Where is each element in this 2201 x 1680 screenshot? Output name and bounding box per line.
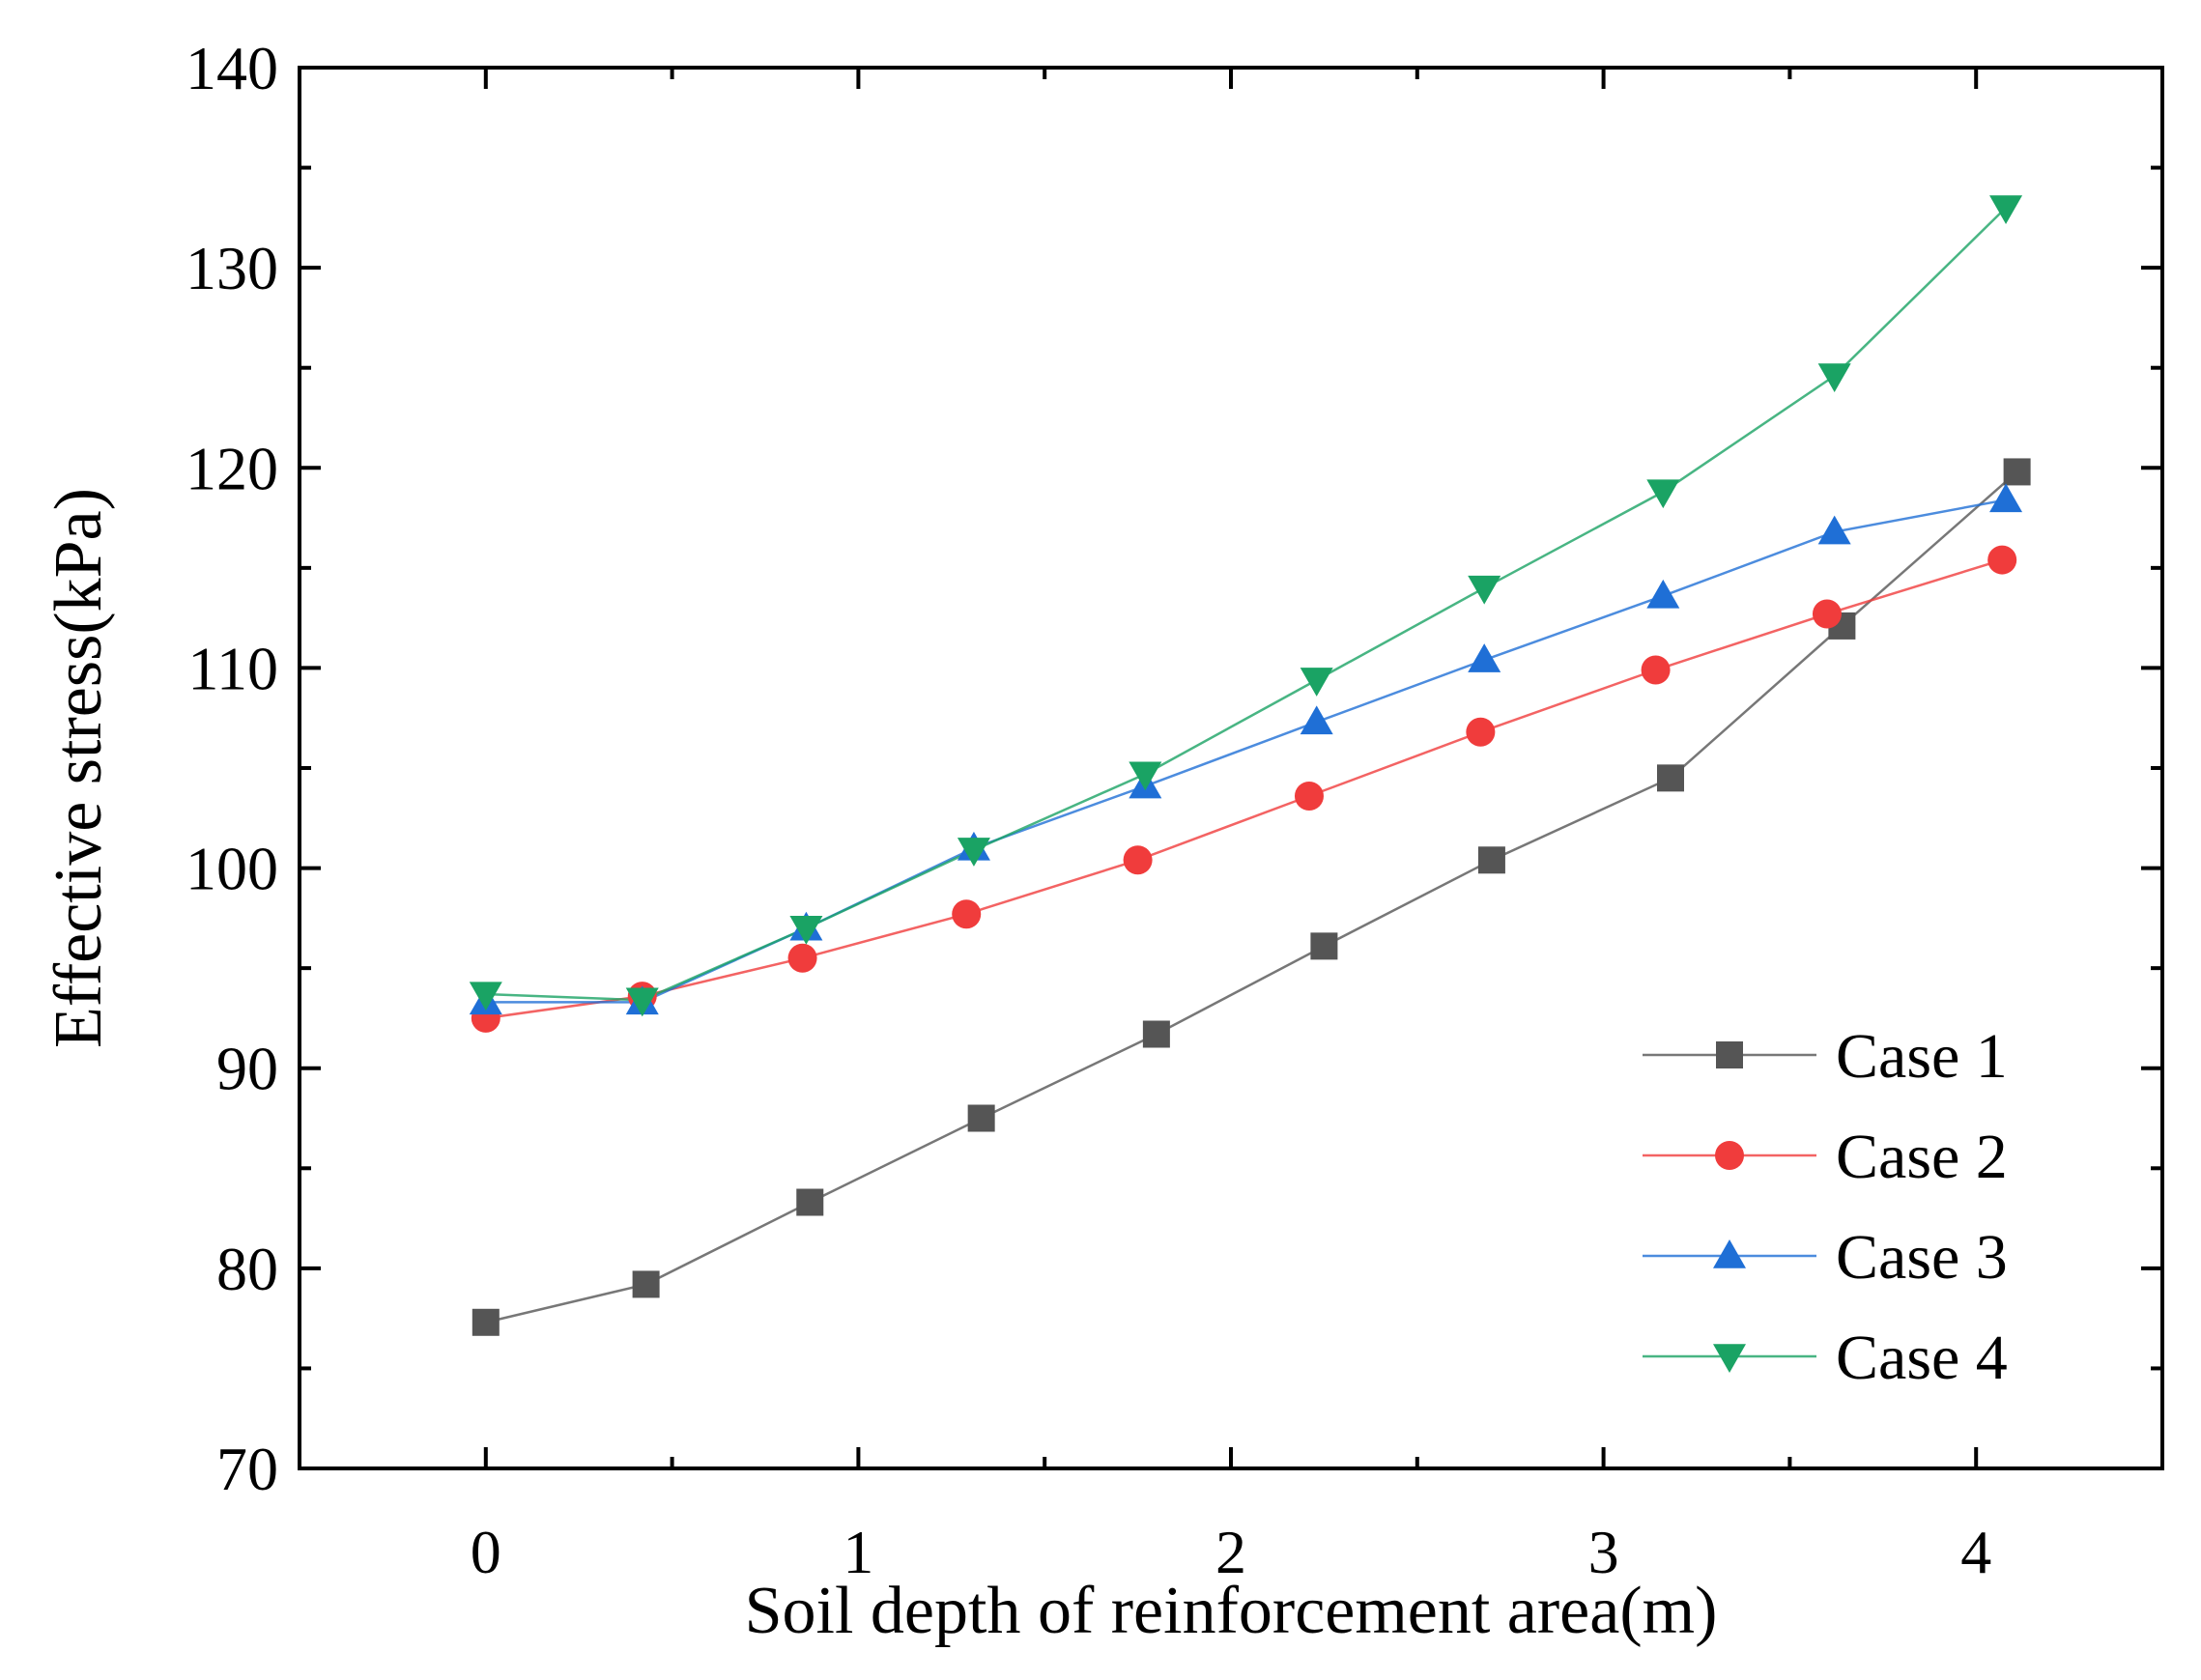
legend-marker-case-1	[1716, 1041, 1743, 1068]
data-point-case-2	[1123, 845, 1153, 875]
y-tick-label: 130	[186, 234, 278, 302]
y-tick-label: 110	[187, 634, 278, 702]
series-line-case-3	[485, 498, 2007, 1004]
x-tick-label: 4	[1960, 1518, 1991, 1586]
y-axis-title: Effective stress(kPa)	[42, 488, 116, 1048]
y-tick-label: 90	[216, 1035, 278, 1103]
data-point-case-3	[1989, 483, 2023, 513]
legend-label-case-1: Case 1	[1836, 1021, 2008, 1092]
data-point-case-4	[957, 838, 990, 867]
y-tick-label: 140	[186, 34, 278, 102]
series-lines	[485, 207, 2018, 1324]
data-point-case-4	[1989, 195, 2023, 224]
data-point-case-3	[1300, 705, 1333, 735]
data-point-case-1	[967, 1104, 995, 1132]
y-tick-label: 100	[186, 835, 278, 903]
x-tick-label: 0	[471, 1518, 501, 1586]
legend-marker-case-4	[1713, 1344, 1746, 1373]
axis-ticks	[298, 66, 2164, 1470]
x-tick-label: 2	[1215, 1518, 1246, 1586]
data-point-case-1	[2003, 458, 2031, 486]
x-axis-title: Soil depth of reinforcement area(m)	[745, 1574, 1718, 1648]
legend-label-case-4: Case 4	[1836, 1323, 2008, 1393]
data-point-case-2	[952, 899, 982, 929]
legend-label-case-3: Case 3	[1836, 1222, 2008, 1293]
y-tick-label: 70	[216, 1435, 278, 1503]
data-point-case-3	[1646, 579, 1680, 609]
data-point-case-4	[1468, 575, 1501, 605]
tick-labels: 0 1 2 3 4 70 80 90 100 110 120 130 140	[186, 34, 1991, 1586]
series-markers	[469, 195, 2031, 1336]
data-point-case-4	[1817, 363, 1851, 392]
data-point-case-3	[1817, 515, 1851, 545]
data-point-case-2	[1294, 782, 1324, 811]
y-tick-label: 120	[186, 434, 278, 502]
data-point-case-2	[1641, 655, 1671, 685]
series-line-case-1	[485, 470, 2018, 1324]
data-point-case-1	[632, 1270, 660, 1298]
data-point-case-1	[1477, 846, 1505, 874]
legend-label-case-2: Case 2	[1836, 1122, 2008, 1192]
data-point-case-1	[1142, 1020, 1170, 1048]
legend: Case 1 Case 2 Case 3 Case 4	[1643, 1021, 2008, 1393]
data-point-case-4	[1129, 761, 1162, 791]
series-line-case-2	[485, 558, 2003, 1020]
x-tick-label: 3	[1588, 1518, 1619, 1586]
x-tick-label: 1	[843, 1518, 873, 1586]
data-point-case-1	[796, 1188, 824, 1216]
data-point-case-4	[789, 915, 823, 945]
series-line-case-4	[485, 207, 2007, 1002]
data-point-case-4	[469, 982, 502, 1011]
data-point-case-2	[1812, 599, 1842, 629]
data-point-case-4	[625, 987, 659, 1017]
data-point-case-2	[1987, 545, 2017, 575]
legend-marker-case-2	[1715, 1141, 1744, 1170]
legend-marker-case-3	[1713, 1239, 1746, 1268]
data-point-case-2	[787, 943, 817, 973]
data-point-case-1	[472, 1308, 500, 1336]
y-tick-label: 80	[216, 1235, 278, 1303]
data-point-case-4	[1300, 668, 1333, 697]
data-point-case-3	[1468, 643, 1501, 672]
data-point-case-1	[1657, 764, 1685, 792]
data-point-case-1	[1310, 932, 1338, 960]
data-point-case-2	[1466, 717, 1496, 747]
data-point-case-4	[1646, 479, 1680, 509]
